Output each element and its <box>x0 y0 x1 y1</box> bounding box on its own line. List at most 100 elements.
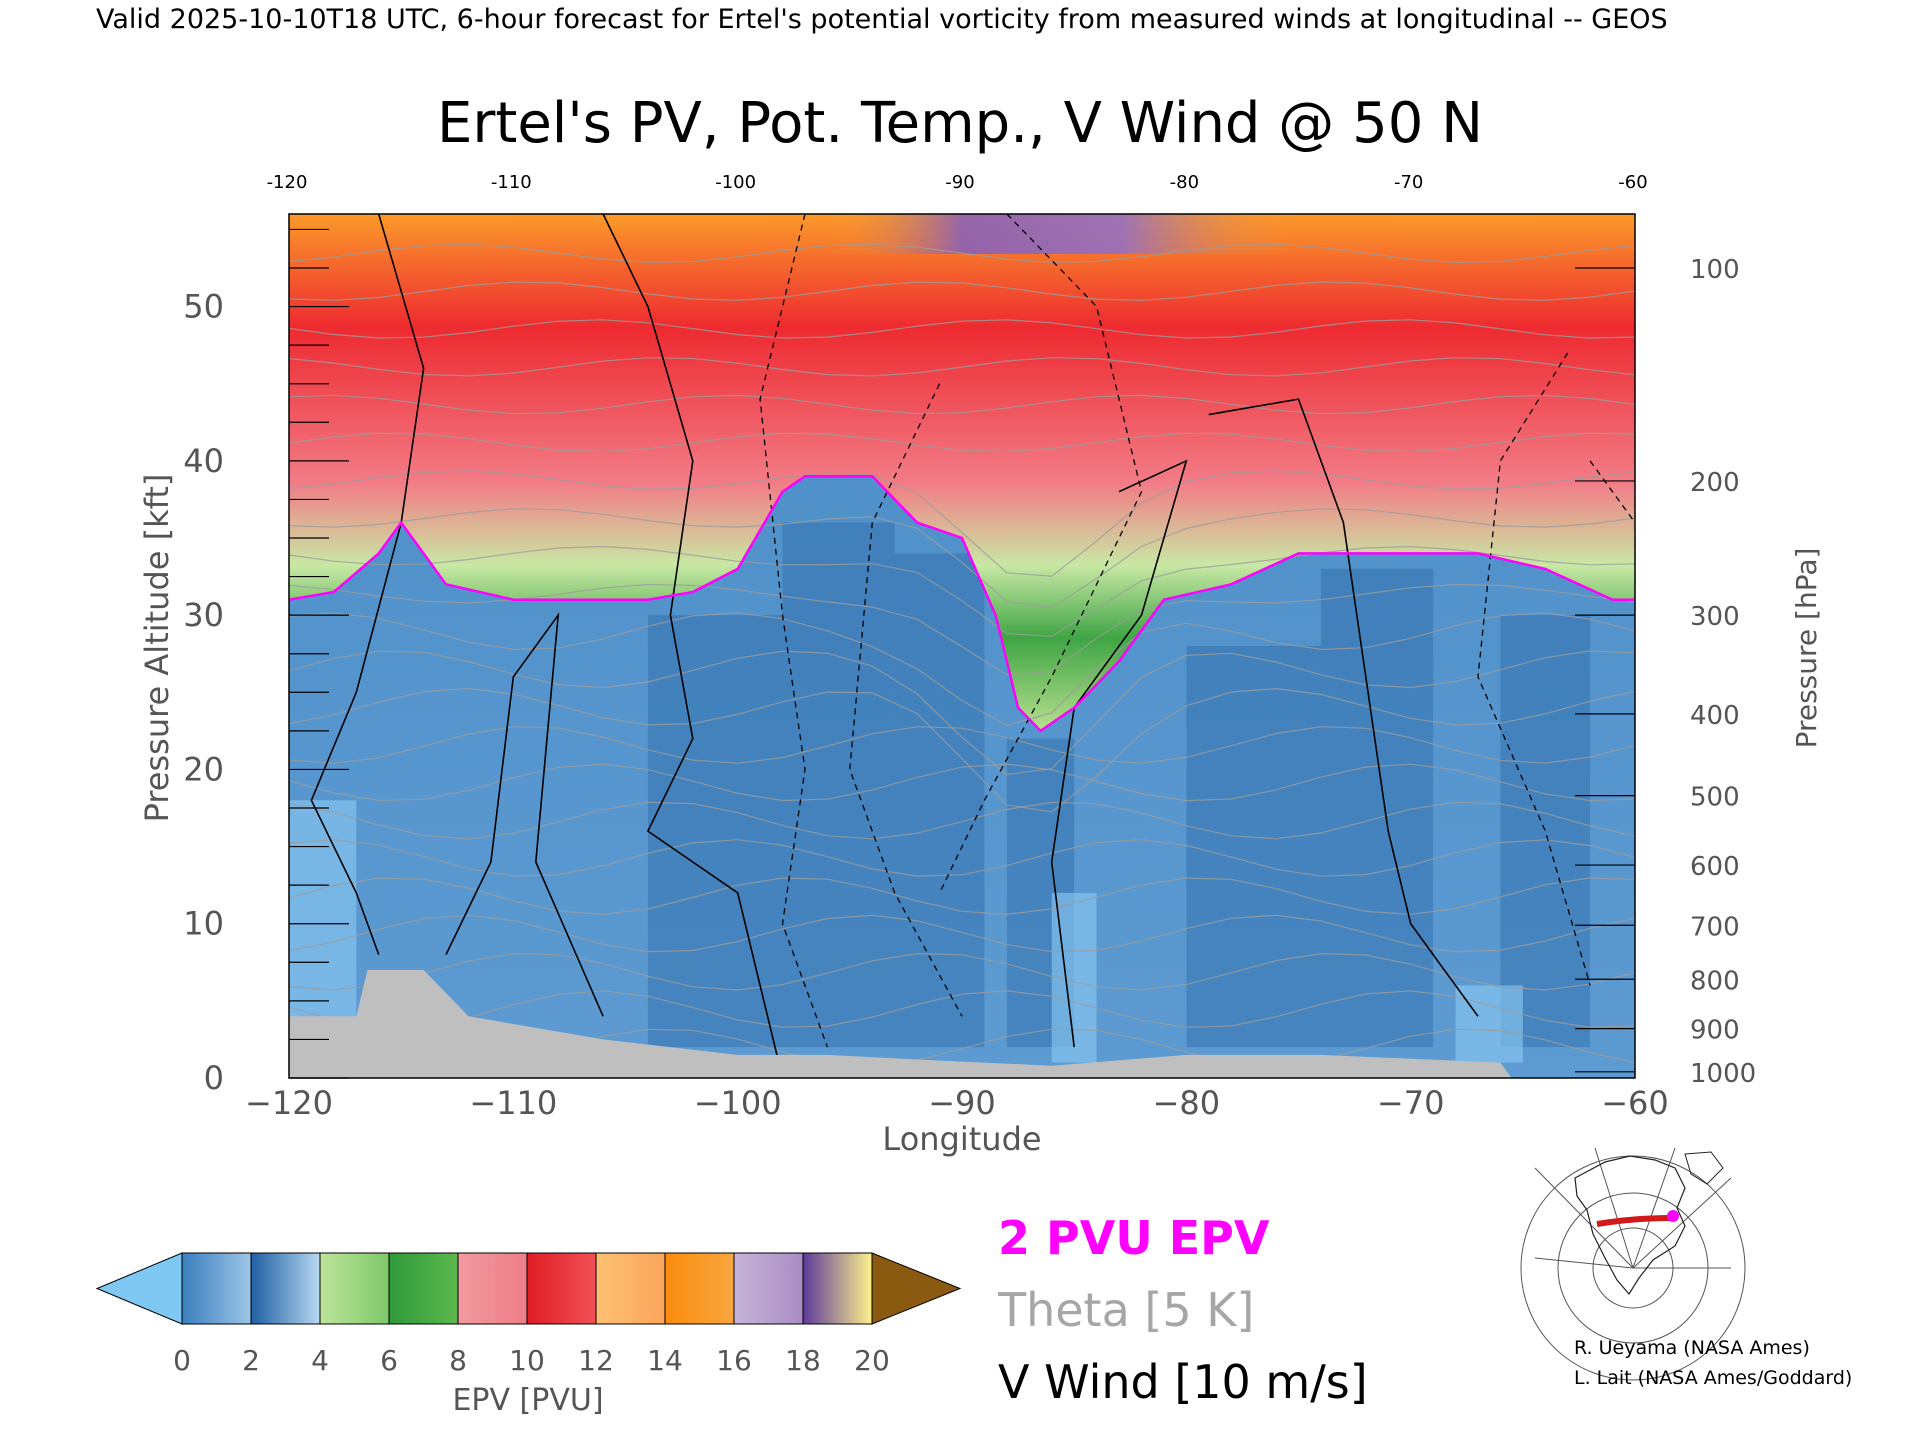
plot-frame <box>288 213 1636 1079</box>
upper-layer-tint <box>289 214 1635 254</box>
theta-contour-1 <box>289 990 1635 1029</box>
y-tick-label-right: 600 <box>1690 852 1740 882</box>
y-tick-label-right: 200 <box>1690 468 1740 498</box>
x-axis-top: -120 -110 -100 -90 -80 -70 -60 <box>267 172 1648 193</box>
x-tick-label-top: -110 <box>491 172 532 193</box>
greenland-outline <box>1684 1151 1724 1185</box>
colorbar-tick-label: 18 <box>785 1344 821 1377</box>
v-wind-dashed-3 <box>1477 352 1591 986</box>
colorbar-bin-2 <box>320 1253 389 1324</box>
field-streak-4 <box>1186 646 1321 1048</box>
y-axis-right: 100 200 300 400 500 600 700 800 900 1000 <box>1690 255 1756 1089</box>
y-tick-label-right: 500 <box>1690 783 1740 813</box>
y-tick-label-left: 30 <box>183 596 224 634</box>
colorbar-bin-7 <box>665 1253 734 1324</box>
colorbar-tick-label: 14 <box>647 1344 683 1377</box>
y-tick-label-right: 100 <box>1690 255 1740 285</box>
v-wind-dashed-2 <box>939 214 1143 894</box>
plot-area <box>288 213 1636 1079</box>
theta-contour-15 <box>289 470 1635 577</box>
y-tick-label-right: 800 <box>1690 966 1740 996</box>
x-axis-bottom: −120 −110 −100 −90 −80 −70 −60 <box>245 1084 1669 1122</box>
y-tick-label-left: 10 <box>183 905 224 943</box>
v-wind-dashed-4 <box>1589 460 1635 523</box>
field-streak-1 <box>782 522 895 1048</box>
theta-contour-17 <box>289 394 1635 415</box>
colorbar-tick-label: 4 <box>311 1344 329 1377</box>
legend-item-theta: Theta [5 K] <box>997 1283 1254 1337</box>
v-wind-solid-2 <box>1208 398 1479 1017</box>
x-tick-label: −60 <box>1601 1084 1669 1122</box>
theta-contour-8 <box>289 726 1635 764</box>
y-tick-label-right: 1000 <box>1690 1059 1756 1089</box>
theta-contour-3 <box>289 914 1635 953</box>
credit-line-2: L. Lait (NASA Ames/Goddard) <box>1574 1367 1852 1389</box>
theta-contour-10 <box>289 650 1635 776</box>
colorbar-bin-1 <box>251 1253 320 1324</box>
theta-contour-21 <box>289 243 1635 264</box>
cross-section-marker <box>1667 1210 1679 1222</box>
legend-item-pvu: 2 PVU EPV <box>998 1211 1270 1265</box>
colorbar-tick-label: 6 <box>380 1344 398 1377</box>
x-axis-label: Longitude <box>882 1120 1041 1158</box>
north-america-outline <box>1574 1155 1686 1296</box>
header-line: Valid 2025-10-10T18 UTC, 6-hour forecast… <box>96 4 1668 35</box>
v-wind-solid-1 <box>602 214 784 1078</box>
colorbar-tick-label: 12 <box>578 1344 614 1377</box>
theta-contours <box>289 243 1635 1067</box>
colorbar-over-arrow <box>871 1252 962 1325</box>
theta-contour-14 <box>289 508 1635 609</box>
theta-contour-5 <box>289 839 1635 877</box>
legend: 2 PVU EPV Theta [5 K] V Wind [10 m/s] <box>997 1211 1368 1409</box>
cross-section-line <box>1596 1215 1672 1227</box>
y-tick-label-right: 700 <box>1690 912 1740 942</box>
y-tick-label-right: 300 <box>1690 602 1740 632</box>
x-tick-label-top: -120 <box>267 172 308 193</box>
colorbar-frame <box>181 1252 873 1325</box>
x-tick-label: −120 <box>245 1084 333 1122</box>
v-wind-solid-3 <box>1050 459 1188 1048</box>
y-tick-label-left: 40 <box>183 442 224 480</box>
colorbar-under-arrow <box>95 1252 183 1325</box>
colorbar-bin-5 <box>527 1253 596 1324</box>
colorbar-bin-3 <box>389 1253 458 1324</box>
axis-ticks <box>289 228 1635 1079</box>
tropopause-2pvu-line <box>289 475 1635 733</box>
x-tick-label-top: -70 <box>1394 172 1423 193</box>
theta-contour-20 <box>289 281 1635 301</box>
field-streak-6 <box>1500 615 1591 1048</box>
y-tick-label-left: 20 <box>183 750 224 788</box>
colorbar-bin-9 <box>803 1253 872 1324</box>
field-streak-2 <box>894 553 985 1048</box>
theta-contour-19 <box>289 319 1635 339</box>
theta-contour-2 <box>289 952 1635 991</box>
colorbar-bin-4 <box>458 1253 527 1324</box>
x-tick-label: −80 <box>1153 1084 1221 1122</box>
stratosphere-field <box>289 214 1635 731</box>
theta-contour-6 <box>289 801 1635 840</box>
credit-line-1: R. Ueyama (NASA Ames) <box>1574 1337 1810 1359</box>
colorbar: 0 2 4 6 8 10 12 14 16 18 20 <box>95 1252 962 1377</box>
field-texture <box>289 522 1591 1063</box>
y-tick-label-left: 50 <box>183 288 224 326</box>
chart-title: Ertel's PV, Pot. Temp., V Wind @ 50 N <box>437 91 1483 156</box>
colorbar-tick-label: 10 <box>509 1344 545 1377</box>
y-tick-label-left: 0 <box>204 1059 224 1097</box>
colorbar-bin-8 <box>734 1253 803 1324</box>
x-tick-label: −110 <box>469 1084 557 1122</box>
x-tick-label-top: -80 <box>1170 172 1199 193</box>
colorbar-tick-label: 8 <box>449 1344 467 1377</box>
x-tick-label: −90 <box>928 1084 996 1122</box>
location-map-inset <box>1520 1147 1746 1381</box>
colorbar-tick-label: 16 <box>716 1344 752 1377</box>
theta-contour-18 <box>289 356 1635 377</box>
v-wind-solid-0 <box>310 214 425 955</box>
theta-contour-4 <box>289 877 1635 916</box>
field-light-patch-2 <box>1455 985 1523 1063</box>
theta-contour-9 <box>289 687 1635 813</box>
colorbar-bin-6 <box>596 1253 665 1324</box>
y-tick-label-right: 400 <box>1690 701 1740 731</box>
x-tick-label-top: -60 <box>1618 172 1647 193</box>
x-tick-label-top: -90 <box>945 172 974 193</box>
